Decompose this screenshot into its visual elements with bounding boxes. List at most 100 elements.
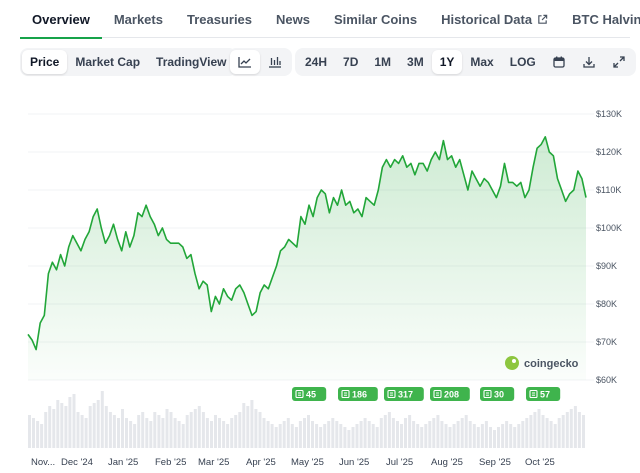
tab-overview[interactable]: Overview (20, 0, 102, 39)
tab-historical-data[interactable]: Historical Data (429, 0, 560, 38)
volume-bar (242, 403, 246, 448)
line-chart-icon[interactable] (230, 50, 260, 74)
volume-bar (408, 415, 412, 448)
volume-bar (331, 418, 335, 448)
x-tick-label: Mar '25 (198, 457, 229, 468)
volume-bar (96, 400, 100, 448)
y-axis: $130K $120K $110K $100K $90K $80K $70K $60K (596, 109, 622, 385)
volume-bar (40, 424, 44, 448)
volume-bar (505, 421, 509, 448)
volume-bar (266, 421, 270, 448)
news-badge[interactable]: 57 (526, 387, 561, 401)
news-badge[interactable]: 30 (480, 387, 515, 401)
volume-bar (185, 415, 189, 448)
volume-bar (189, 412, 193, 448)
newspaper-icon (387, 389, 396, 399)
volume-bar (117, 418, 120, 448)
x-tick-label: Nov... (31, 457, 55, 468)
volume-bar (404, 418, 407, 448)
volume-bar (197, 406, 201, 448)
volume-bar (36, 421, 40, 448)
volume-bar (64, 406, 68, 448)
volume-bar (460, 418, 464, 448)
price-chart[interactable]: $130K $120K $110K $100K $90K $80K $70K $60K coi… (0, 92, 640, 473)
volume-bar (44, 412, 48, 448)
candlestick-chart-icon[interactable] (260, 50, 290, 74)
tab-markets[interactable]: Markets (102, 0, 175, 38)
tab-similar-coins[interactable]: Similar Coins (322, 0, 429, 38)
price-line (27, 136, 587, 351)
tab-btc-halving[interactable]: BTC Halving (560, 0, 640, 38)
y-tick-label: $60K (596, 375, 617, 385)
volume-bar (80, 415, 84, 448)
x-tick-label: Dec '24 (61, 457, 93, 468)
coingecko-logo-eye (512, 359, 516, 363)
volume-bar (387, 412, 391, 448)
x-tick-label: Oct '25 (525, 457, 555, 468)
volume-bar (100, 391, 104, 448)
volume-bar (509, 424, 513, 448)
volume-bar (400, 424, 403, 448)
range-1m-button[interactable]: 1M (374, 55, 392, 69)
news-badge[interactable]: 45 (292, 387, 327, 401)
volume-bar (339, 424, 343, 448)
download-icon[interactable] (574, 50, 604, 74)
news-count: 208 (444, 390, 459, 400)
volume-bar (480, 424, 484, 448)
price-area-fill (28, 136, 586, 380)
volume-bar (205, 418, 209, 448)
volume-bar (420, 427, 424, 448)
x-tick-label: Aug '25 (431, 457, 463, 468)
range-7d-button[interactable]: 7D (343, 55, 359, 69)
volume-bar (222, 421, 226, 448)
x-axis: Nov... Dec '24 Jan '25 Feb '25 Mar '25 Apr '2… (31, 457, 555, 468)
volume-bar (48, 406, 52, 448)
newspaper-icon (433, 389, 442, 399)
news-badge[interactable]: 186 (338, 387, 378, 401)
log-scale-button[interactable]: LOG (509, 55, 536, 69)
expand-icon[interactable] (604, 50, 634, 74)
volume-bar (327, 421, 331, 448)
tab-label: BTC Halving (572, 11, 640, 27)
market-cap-mode-button[interactable]: Market Cap (75, 55, 141, 69)
news-badge[interactable]: 208 (430, 387, 470, 401)
range-24h-button[interactable]: 24H (305, 55, 328, 69)
volume-bar (201, 412, 205, 448)
price-mode-button[interactable]: Price (22, 50, 68, 74)
volume-bar (464, 415, 468, 448)
calendar-icon[interactable] (544, 50, 574, 74)
volume-bar (258, 412, 262, 448)
volume-bar (379, 418, 383, 448)
tab-treasuries[interactable]: Treasuries (175, 0, 264, 38)
volume-bar (165, 409, 169, 448)
volume-bar (56, 400, 60, 448)
tradingview-mode-button[interactable]: TradingView (156, 55, 227, 69)
tab-label: Overview (32, 11, 90, 27)
y-tick-label: $100K (596, 223, 622, 233)
news-badge[interactable]: 317 (384, 387, 424, 401)
volume-bar (290, 424, 294, 448)
volume-bar (274, 427, 278, 448)
volume-bar (238, 412, 242, 448)
news-count: 57 (540, 390, 550, 400)
range-max-button[interactable]: Max (470, 55, 494, 69)
volume-bar (214, 415, 217, 448)
range-1y-button[interactable]: 1Y (431, 50, 463, 74)
volume-bar (452, 424, 456, 448)
range-3m-button[interactable]: 3M (407, 55, 424, 69)
volume-bar (303, 418, 306, 448)
tab-news[interactable]: News (264, 0, 322, 38)
volume-bar (141, 412, 145, 448)
volume-bar (319, 427, 323, 448)
volume-bar (416, 424, 420, 448)
volume-bar (246, 406, 250, 448)
newspaper-icon (341, 389, 350, 399)
volume-bar (68, 397, 72, 448)
volume-bar (76, 412, 80, 448)
volume-bar (383, 415, 387, 448)
newspaper-icon-frame (295, 389, 304, 399)
volume-bar (307, 415, 310, 448)
newspaper-icon-frame (483, 389, 492, 399)
volume-bar (513, 427, 517, 448)
newspaper-icon-frame (529, 389, 538, 399)
